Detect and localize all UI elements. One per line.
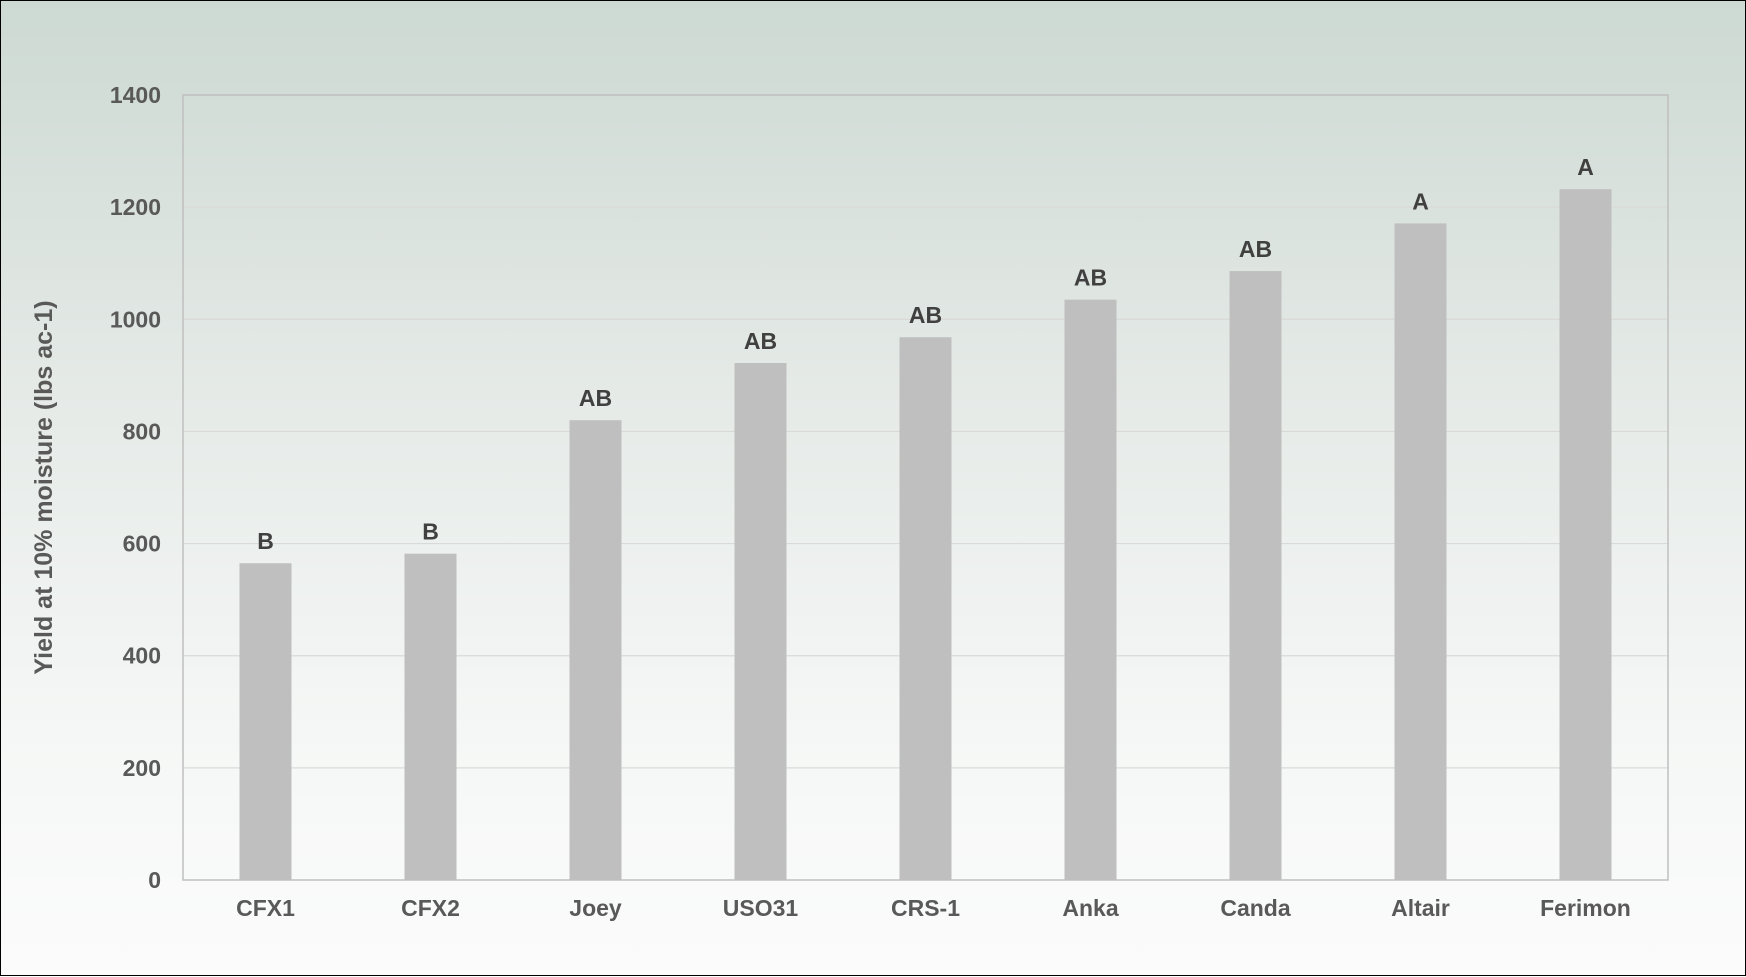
data-label: AB [909, 302, 942, 328]
bar-cfx2 [404, 553, 457, 880]
x-tick-label: Canda [1220, 895, 1291, 921]
y-tick-label: 0 [148, 867, 161, 893]
bar-cfx1 [239, 563, 292, 880]
y-tick-label: 600 [123, 531, 161, 557]
data-label: B [422, 519, 439, 545]
bar-joey [569, 420, 622, 880]
data-label: B [257, 528, 274, 554]
bar-crs-1 [899, 337, 952, 880]
bar-canda [1229, 271, 1282, 880]
y-tick-label: 200 [123, 755, 161, 781]
data-labels: B B AB AB AB AB AB A A [257, 154, 1594, 554]
bar-ferimon [1559, 189, 1612, 880]
data-label: AB [744, 328, 777, 354]
x-tick-label: USO31 [723, 895, 799, 921]
data-label: A [1577, 154, 1594, 180]
y-axis-label: Yield at 10% moisture (lbs ac-1) [30, 300, 58, 674]
bar-uso31 [734, 363, 787, 880]
x-tick-label: CFX1 [236, 895, 295, 921]
data-label: AB [1074, 265, 1107, 291]
y-tick-label: 1200 [110, 194, 161, 220]
y-tick-label: 1000 [110, 306, 161, 332]
data-label: AB [579, 385, 612, 411]
x-tick-label: Altair [1391, 895, 1450, 921]
y-tick-label: 400 [123, 643, 161, 669]
bar-anka [1064, 299, 1117, 880]
bar-altair [1394, 223, 1447, 880]
x-tick-label: Joey [569, 895, 622, 921]
x-axis-categories: CFX1 CFX2 Joey USO31 CRS-1 Anka Canda Altair Fer… [236, 895, 1631, 921]
data-label: AB [1239, 236, 1272, 262]
x-tick-label: Ferimon [1540, 895, 1631, 921]
x-tick-label: CFX2 [401, 895, 460, 921]
y-tick-label: 800 [123, 418, 161, 444]
y-axis-ticks: 0 200 400 600 800 1000 1200 1400 [110, 82, 161, 893]
bars [239, 189, 1612, 880]
x-tick-label: CRS-1 [891, 895, 960, 921]
x-tick-label: Anka [1062, 895, 1118, 921]
y-tick-label: 1400 [110, 82, 161, 108]
data-label: A [1412, 188, 1429, 214]
